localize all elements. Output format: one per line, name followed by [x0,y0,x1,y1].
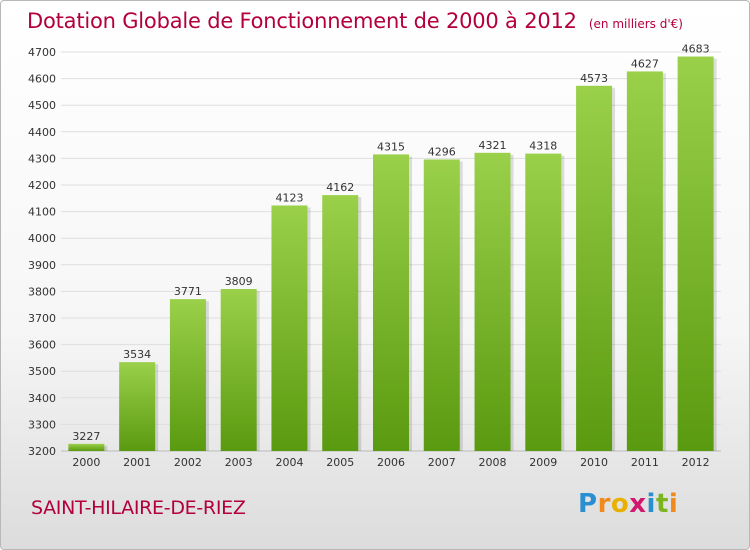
x-tick-label: 2005 [326,456,354,469]
data-label-2005: 4162 [326,181,354,194]
y-tick-label: 4400 [28,126,56,139]
bar-2002 [169,299,206,451]
y-tick-label: 3600 [28,339,56,352]
proxiti-logo: Proxiti [578,489,678,519]
logo-letter: t [655,489,669,519]
logo-letter: P [578,489,598,519]
data-label-2003: 3809 [225,275,253,288]
y-tick-label: 3200 [28,445,56,458]
bar-2000 [68,443,105,451]
y-tick-label: 4600 [28,73,56,86]
y-tick-label: 3400 [28,392,56,405]
y-tick-label: 4700 [28,46,56,59]
x-tick-label: 2010 [580,456,608,469]
unit-note: (en milliers d'€) [588,17,683,31]
x-axis-ticks: 2000 2001 2002 2003 2004 2005 2006 2007 2008 2009… [72,456,709,469]
x-tick-label: 2011 [631,456,659,469]
bar-2005 [322,195,359,451]
x-tick-label: 2003 [225,456,253,469]
data-label-2009: 4318 [529,140,557,153]
data-labels: 3227 3534 3771 3809 4123 4162 4315 4296 4321 4318… [72,43,709,443]
y-tick-label: 4300 [28,152,56,165]
x-tick-label: 2012 [682,456,710,469]
x-tick-label: 2001 [123,456,151,469]
y-tick-label: 3800 [28,285,56,298]
x-tick-label: 2009 [529,456,557,469]
bar-2001 [119,362,156,451]
data-label-2002: 3771 [174,285,202,298]
data-label-2001: 3534 [123,348,151,361]
y-tick-label: 3500 [28,365,56,378]
commune-name: SAINT-HILAIRE-DE-RIEZ [31,497,246,519]
title-row: Dotation Globale de Fonctionnement de 20… [27,9,683,33]
y-tick-label: 4200 [28,179,56,192]
bar-2012 [677,56,714,451]
logo-letter: o [610,489,630,519]
data-label-2011: 4627 [631,57,659,70]
x-tick-label: 2004 [275,456,303,469]
bar-2004 [271,205,308,451]
x-tick-label: 2002 [174,456,202,469]
y-axis-ticks: 3200 3300 3400 3500 3600 3700 3800 3900 4000 4100… [28,46,56,458]
x-tick-label: 2007 [428,456,456,469]
data-label-2007: 4296 [428,145,456,158]
bars [68,56,717,452]
x-tick-label: 2006 [377,456,405,469]
data-label-2006: 4315 [377,140,405,153]
data-label-2010: 4573 [580,72,608,85]
y-tick-label: 4100 [28,206,56,219]
y-tick-label: 3900 [28,259,56,272]
data-label-2008: 4321 [479,139,507,152]
x-tick-label: 2000 [72,456,100,469]
bar-2009 [525,153,562,451]
y-tick-label: 3300 [28,418,56,431]
data-label-2012: 4683 [682,43,710,56]
y-tick-label: 4500 [28,99,56,112]
logo-letter: i [646,489,656,519]
logo-letter: x [629,489,647,519]
logo-letter: r [597,489,611,519]
logo-letter: i [668,489,679,519]
bar-2003 [220,289,257,451]
bar-2011 [626,71,663,451]
data-label-2004: 4123 [275,191,303,204]
x-tick-label: 2008 [479,456,507,469]
data-label-2000: 3227 [72,430,100,443]
bar-2006 [373,154,409,451]
y-tick-label: 4000 [28,232,56,245]
bar-2007 [423,159,460,452]
bar-2008 [474,152,511,451]
y-tick-label: 3700 [28,312,56,325]
chart-title: Dotation Globale de Fonctionnement de 20… [27,9,577,33]
bar-2010 [576,85,613,452]
